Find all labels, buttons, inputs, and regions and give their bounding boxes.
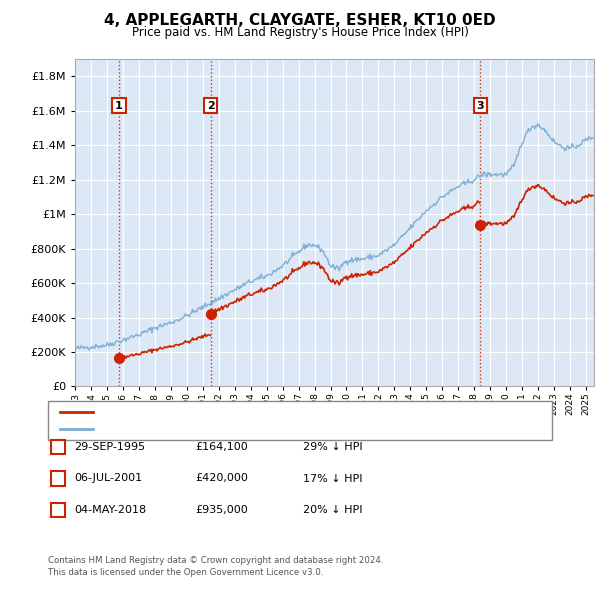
Text: 2: 2: [55, 474, 62, 483]
Text: 4, APPLEGARTH, CLAYGATE, ESHER, KT10 0ED: 4, APPLEGARTH, CLAYGATE, ESHER, KT10 0ED: [104, 13, 496, 28]
Text: 1: 1: [55, 442, 62, 451]
Text: Price paid vs. HM Land Registry's House Price Index (HPI): Price paid vs. HM Land Registry's House …: [131, 26, 469, 39]
Text: £420,000: £420,000: [195, 474, 248, 483]
Text: 2: 2: [207, 100, 215, 110]
Text: 3: 3: [55, 506, 62, 515]
Text: Contains HM Land Registry data © Crown copyright and database right 2024.
This d: Contains HM Land Registry data © Crown c…: [48, 556, 383, 577]
Text: 29% ↓ HPI: 29% ↓ HPI: [303, 442, 362, 451]
Text: 06-JUL-2001: 06-JUL-2001: [74, 474, 142, 483]
Text: £935,000: £935,000: [195, 506, 248, 515]
Text: £164,100: £164,100: [195, 442, 248, 451]
Text: 29-SEP-1995: 29-SEP-1995: [74, 442, 145, 451]
Text: 1: 1: [115, 100, 123, 110]
Text: 04-MAY-2018: 04-MAY-2018: [74, 506, 146, 515]
Text: 20% ↓ HPI: 20% ↓ HPI: [303, 506, 362, 515]
Text: 3: 3: [476, 100, 484, 110]
Text: HPI: Average price, detached house, Elmbridge: HPI: Average price, detached house, Elmb…: [97, 424, 343, 434]
Text: 4, APPLEGARTH, CLAYGATE, ESHER, KT10 0ED (detached house): 4, APPLEGARTH, CLAYGATE, ESHER, KT10 0ED…: [97, 407, 430, 417]
Text: 17% ↓ HPI: 17% ↓ HPI: [303, 474, 362, 483]
